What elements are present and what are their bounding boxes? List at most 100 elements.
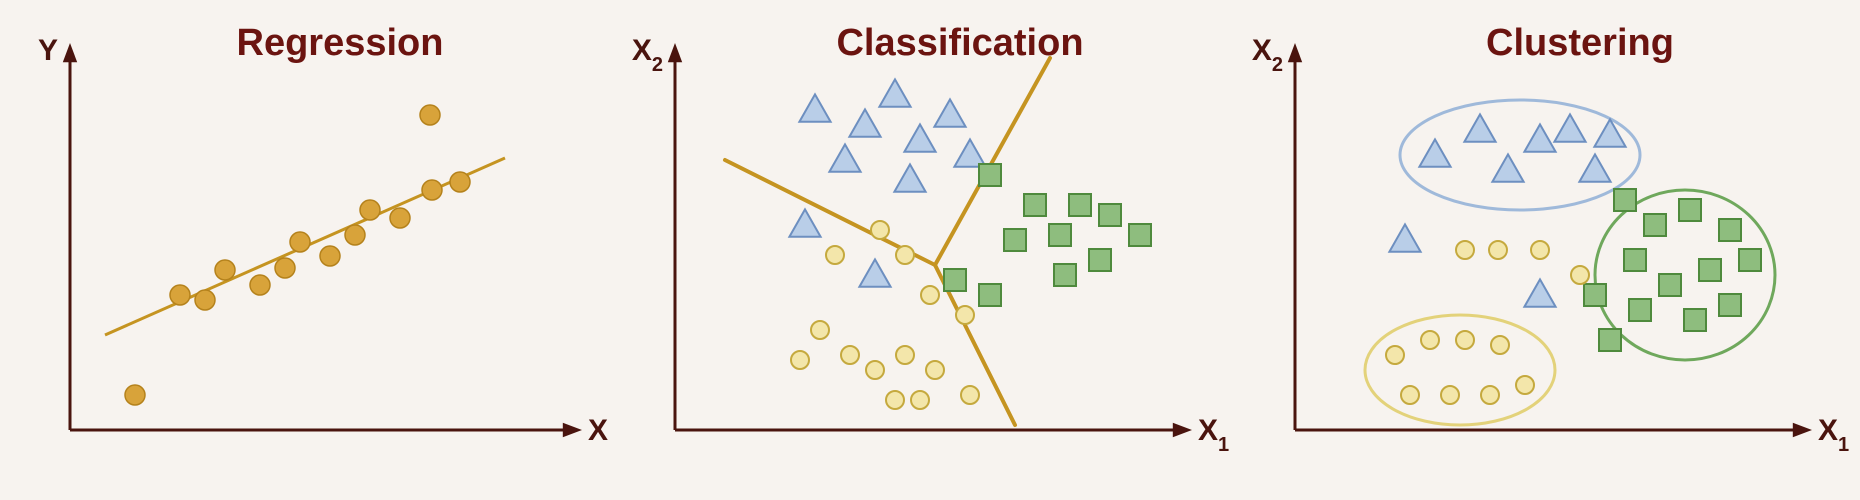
data-triangle [1579,154,1610,181]
data-circle [450,172,470,192]
data-square [1699,259,1721,281]
data-square [1659,274,1681,296]
data-circle [195,290,215,310]
data-square [1629,299,1651,321]
decision-boundary [935,58,1050,265]
data-circle [791,351,809,369]
data-circle [926,361,944,379]
y-axis-label: X2 [632,34,663,76]
data-square [1069,194,1091,216]
data-square [1584,284,1606,306]
data-circle [1571,266,1589,284]
y-axis-label: Y [38,34,58,67]
data-triangle [954,139,985,166]
data-square [1129,224,1151,246]
panel-title: Clustering [1486,22,1674,64]
data-circle [422,180,442,200]
data-triangle [894,164,925,191]
panel-clustering: Clustering X2 X1 [1240,0,1860,500]
data-circle [1491,336,1509,354]
data-circle [1441,386,1459,404]
data-circle [345,225,365,245]
data-circle [896,246,914,264]
panel-title: Classification [836,22,1083,64]
data-triangle [1554,114,1585,141]
data-circle [275,258,295,278]
data-circle [886,391,904,409]
data-circle [1531,241,1549,259]
data-circle [360,200,380,220]
data-circle [1489,241,1507,259]
chart-classification: Classification X2 X1 [620,0,1240,500]
x-axis-label: X [588,414,608,447]
data-circle [320,246,340,266]
data-triangle [1492,154,1523,181]
x-axis-arrow [563,423,582,437]
chart-regression: Regression Y X [0,0,620,500]
data-circle [1421,331,1439,349]
data-square [1679,199,1701,221]
data-square [1099,204,1121,226]
data-circle [1386,346,1404,364]
data-triangle [1389,224,1420,251]
data-triangle [799,94,830,121]
data-triangle [789,209,820,236]
data-triangle [1419,139,1450,166]
data-circle [1456,241,1474,259]
data-triangle [859,259,890,286]
data-circle [125,385,145,405]
panel-regression: Regression Y X [0,0,620,500]
data-circle [420,105,440,125]
data-circle [811,321,829,339]
data-circle [1456,331,1474,349]
data-circle [826,246,844,264]
data-circle [1481,386,1499,404]
data-square [1644,214,1666,236]
y-axis-arrow [1288,43,1302,62]
data-square [1599,329,1621,351]
y-axis-label: X2 [1252,34,1283,76]
data-square [1624,249,1646,271]
data-circle [961,386,979,404]
panel-classification: Classification X2 X1 [620,0,1240,500]
data-square [944,269,966,291]
data-circle [921,286,939,304]
panel-title: Regression [237,22,444,64]
chart-clustering: Clustering X2 X1 [1240,0,1860,500]
data-circle [866,361,884,379]
data-square [1089,249,1111,271]
data-circle [250,275,270,295]
y-axis-arrow [668,43,682,62]
data-circle [1516,376,1534,394]
x-axis-label: X1 [1818,414,1849,456]
data-triangle [879,79,910,106]
data-triangle [934,99,965,126]
data-square [1054,264,1076,286]
data-circle [956,306,974,324]
data-square [1614,189,1636,211]
data-square [979,164,1001,186]
data-square [1024,194,1046,216]
y-axis-arrow [63,43,77,62]
x-axis-arrow [1793,423,1812,437]
data-triangle [904,124,935,151]
data-circle [911,391,929,409]
data-square [1719,219,1741,241]
data-square [1739,249,1761,271]
panel-container: Regression Y X Classification X2 X1 Clusteri… [0,0,1860,500]
data-circle [290,232,310,252]
data-triangle [1524,124,1555,151]
data-square [1004,229,1026,251]
data-triangle [849,109,880,136]
data-circle [215,260,235,280]
data-square [1719,294,1741,316]
data-triangle [1464,114,1495,141]
x-axis-label: X1 [1198,414,1229,456]
data-triangle [829,144,860,171]
data-circle [871,221,889,239]
x-axis-arrow [1173,423,1192,437]
data-square [1049,224,1071,246]
data-circle [390,208,410,228]
data-square [1684,309,1706,331]
data-square [979,284,1001,306]
